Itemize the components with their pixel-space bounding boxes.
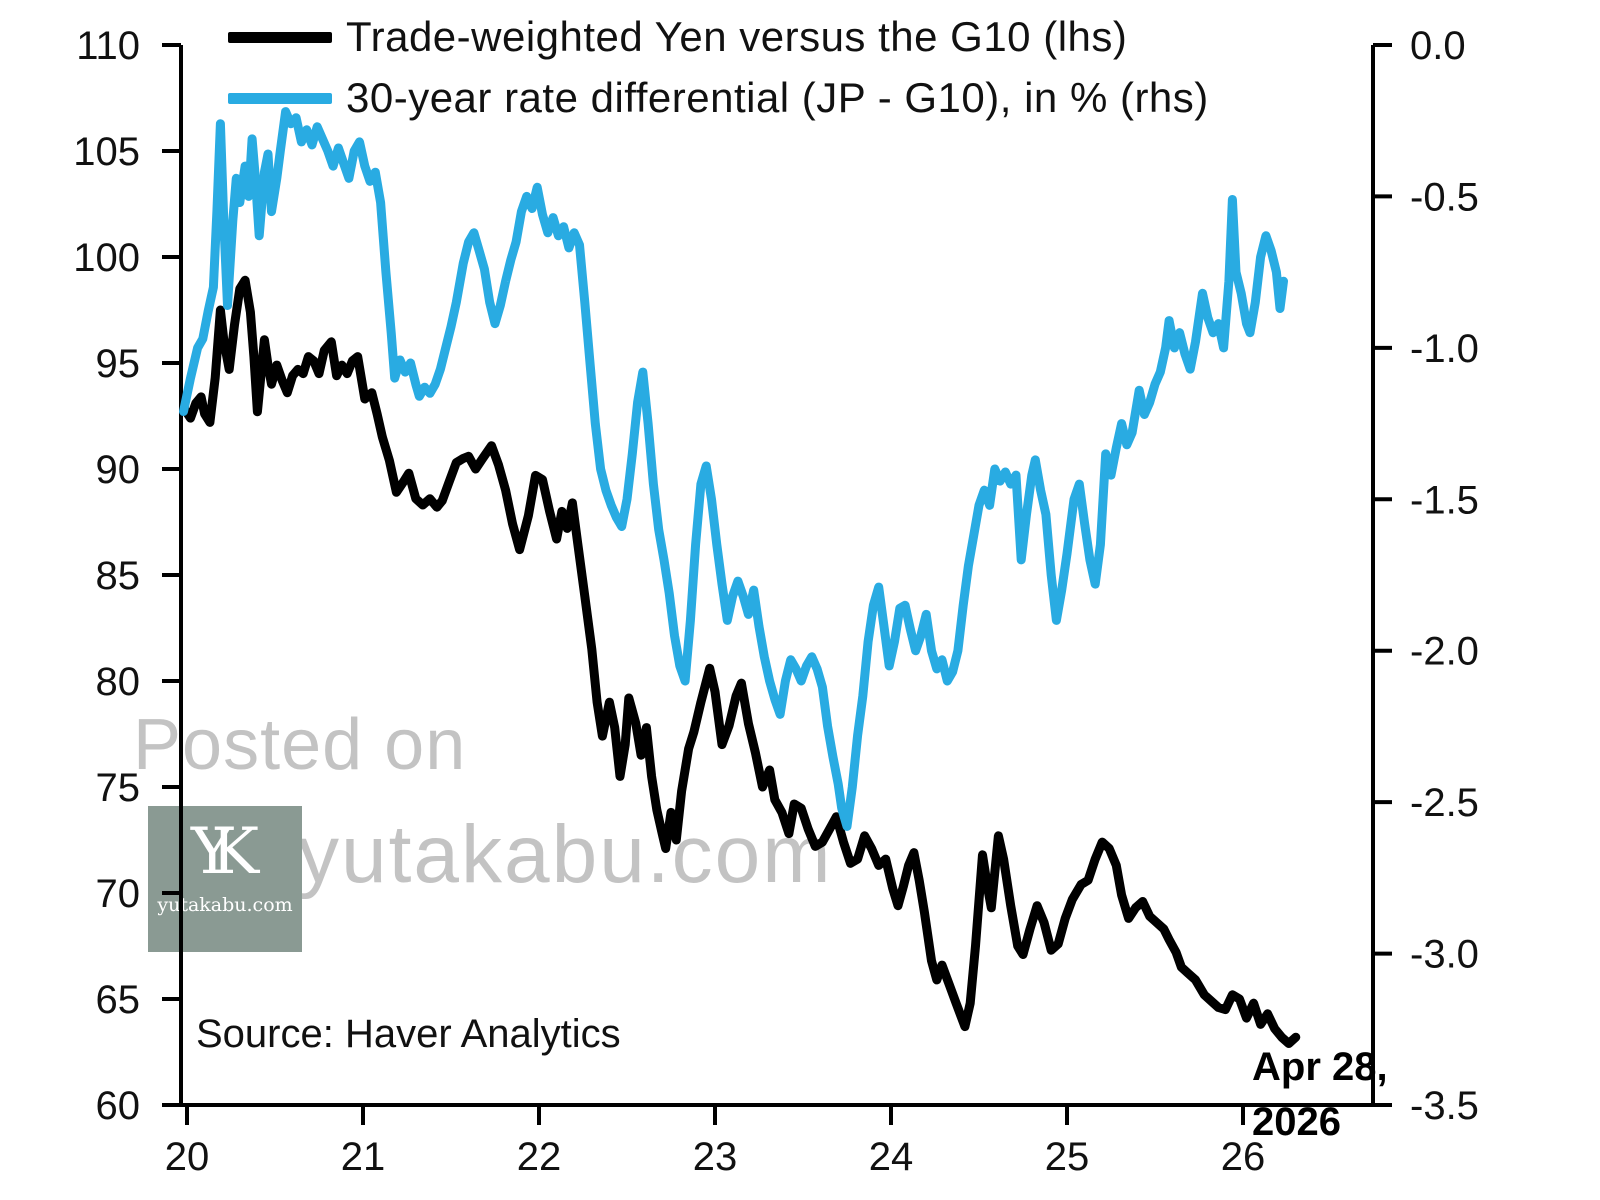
logo-caption: yutakabu.com bbox=[157, 894, 293, 916]
watermark-posted-on: Posted on bbox=[133, 705, 467, 785]
date-line2: 2026 bbox=[1252, 1100, 1341, 1145]
y-left-tick-label: 75 bbox=[96, 766, 141, 810]
x-tick-label: 22 bbox=[517, 1135, 562, 1179]
x-tick-label: 25 bbox=[1045, 1135, 1090, 1179]
y-left-tick-label: 105 bbox=[73, 130, 140, 174]
x-tick-label: 23 bbox=[693, 1135, 738, 1179]
y-right-tick-label: 0.0 bbox=[1410, 24, 1466, 68]
y-left-tick-label: 100 bbox=[73, 236, 140, 280]
y-left-tick-label: 110 bbox=[76, 24, 140, 68]
series-trade-weighted-yen bbox=[179, 275, 1301, 1048]
y-left-tick-label: 70 bbox=[96, 872, 141, 916]
series-30y-rate-differential bbox=[179, 107, 1288, 831]
logo-monogram-y: Y bbox=[190, 815, 234, 889]
y-left-tick-label: 90 bbox=[96, 448, 141, 492]
logo-monogram: YK bbox=[191, 820, 259, 884]
legend-item-rate-differential: 30-year rate differential (JP - G10), in… bbox=[228, 74, 1209, 122]
x-tick-label: 24 bbox=[869, 1135, 914, 1179]
y-right-tick-label: -0.5 bbox=[1410, 175, 1479, 219]
y-right-tick-label: -1.5 bbox=[1410, 478, 1479, 522]
y-right-tick-label: -3.0 bbox=[1410, 933, 1479, 977]
y-right-tick-label: -2.0 bbox=[1410, 630, 1479, 674]
legend-label: 30-year rate differential (JP - G10), in… bbox=[346, 74, 1209, 121]
legend-swatch-black-line bbox=[228, 31, 332, 43]
x-tick-label: 21 bbox=[341, 1135, 386, 1179]
logo-monogram-k: K bbox=[211, 815, 260, 889]
source-note: Source: Haver Analytics bbox=[196, 1012, 621, 1056]
y-right-tick-label: -1.0 bbox=[1410, 327, 1479, 371]
watermark-logo: YK yutakabu.com bbox=[148, 806, 302, 952]
y-left-tick-label: 95 bbox=[96, 342, 141, 386]
legend-swatch-blue-line bbox=[228, 92, 332, 104]
x-tick-label: 20 bbox=[165, 1135, 210, 1179]
y-left-tick-label: 85 bbox=[96, 554, 141, 598]
legend-item-yen: Trade-weighted Yen versus the G10 (lhs) bbox=[228, 13, 1127, 61]
date-line1: Apr 28, bbox=[1252, 1045, 1388, 1089]
y-right-tick-label: -2.5 bbox=[1410, 781, 1479, 825]
y-left-tick-label: 65 bbox=[96, 978, 141, 1022]
y-right-tick-label: -3.5 bbox=[1410, 1084, 1479, 1128]
y-left-tick-label: 60 bbox=[96, 1084, 141, 1128]
x-tick-label: 26 bbox=[1221, 1135, 1266, 1179]
watermark-brand: yutakabu.com bbox=[298, 809, 833, 900]
legend-label: Trade-weighted Yen versus the G10 (lhs) bbox=[346, 13, 1128, 60]
y-left-tick-label: 80 bbox=[96, 660, 141, 704]
date-annotation: Apr 28, 2026 bbox=[1252, 1040, 1388, 1150]
